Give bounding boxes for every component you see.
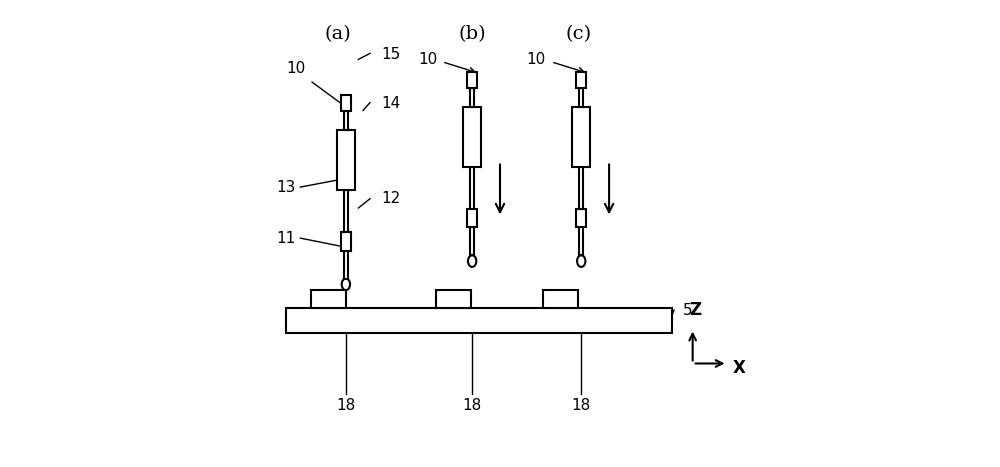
Text: 5: 5 — [683, 303, 693, 318]
Ellipse shape — [577, 255, 585, 267]
Bar — [470, 88, 474, 107]
Bar — [344, 112, 348, 130]
Text: 11: 11 — [276, 231, 296, 246]
Text: 10: 10 — [527, 52, 546, 67]
Bar — [572, 107, 590, 167]
Bar — [344, 191, 348, 232]
Text: (a): (a) — [324, 25, 351, 43]
Text: 13: 13 — [276, 180, 296, 195]
Ellipse shape — [342, 278, 350, 290]
Bar — [470, 167, 474, 209]
Text: 12: 12 — [382, 191, 401, 206]
Text: X: X — [733, 359, 746, 377]
Text: 18: 18 — [463, 398, 482, 413]
Text: 18: 18 — [572, 398, 591, 413]
Bar — [341, 95, 351, 112]
Bar — [579, 167, 583, 209]
Bar — [463, 107, 481, 167]
Bar — [467, 209, 477, 227]
Bar — [543, 290, 578, 308]
Text: 14: 14 — [382, 96, 401, 111]
Bar — [576, 72, 586, 88]
Bar — [286, 308, 672, 333]
Text: 18: 18 — [336, 398, 356, 413]
Ellipse shape — [468, 255, 476, 267]
Bar — [470, 227, 474, 255]
Bar — [341, 232, 351, 251]
Bar — [337, 130, 355, 191]
Bar — [436, 290, 471, 308]
Text: 10: 10 — [418, 52, 438, 67]
Bar — [576, 209, 586, 227]
Bar — [467, 72, 477, 88]
Text: 10: 10 — [286, 61, 305, 76]
Bar — [344, 251, 348, 278]
Text: 15: 15 — [382, 47, 401, 62]
Bar — [579, 88, 583, 107]
Text: Z: Z — [689, 301, 701, 319]
Bar — [311, 290, 346, 308]
Bar — [579, 227, 583, 255]
Text: (b): (b) — [458, 25, 486, 43]
Text: (c): (c) — [566, 25, 592, 43]
